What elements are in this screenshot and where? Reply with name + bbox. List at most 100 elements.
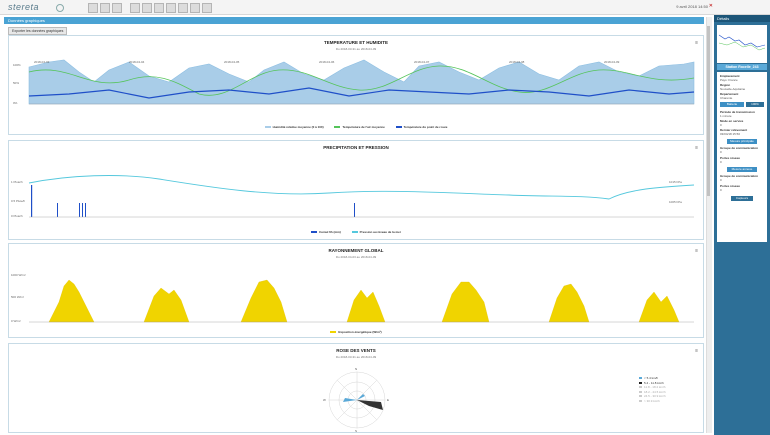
air-temperature-line bbox=[28, 65, 695, 96]
wind-petal bbox=[357, 400, 383, 410]
station-name: Station Rocelle_243 bbox=[717, 64, 767, 70]
alert-icon[interactable] bbox=[142, 3, 152, 13]
humidity-area bbox=[28, 59, 695, 105]
chart-legend: Cumul 6h (mm) Pression au niveau de la m… bbox=[9, 230, 703, 234]
rain-bar bbox=[82, 203, 83, 217]
scrollbar-thumb[interactable] bbox=[707, 26, 710, 196]
rain-bar bbox=[79, 203, 80, 217]
legend-item[interactable]: Température du point de rosée bbox=[395, 125, 447, 129]
rain-bar bbox=[354, 203, 355, 217]
precipitation-plot: 1 Pluie/h 0.5 Pluie/h 0 Pluie/h 1015 hPa… bbox=[11, 175, 695, 218]
datetime: 9 avril 2018 14:50 bbox=[676, 4, 708, 9]
wind-rose-plot: N E S W bbox=[323, 367, 389, 432]
station-details-panel: Emplacement Pays: France Région Nouvelle… bbox=[717, 72, 767, 242]
export-icon[interactable] bbox=[154, 3, 164, 13]
table-icon[interactable] bbox=[130, 3, 140, 13]
legend-item[interactable]: 18.2 - 24.5 km/h bbox=[639, 390, 666, 395]
direction-label: N bbox=[355, 367, 357, 371]
y-tick-label: 1 Pluie/h bbox=[11, 180, 23, 184]
radiation-chart: RAYONNEMENT GLOBAL Du 2018-04-03 au 2018… bbox=[8, 243, 704, 338]
chart-menu-icon[interactable]: ≡ bbox=[695, 40, 698, 46]
tab-graphical-data[interactable]: Données graphiques bbox=[4, 17, 704, 24]
direction-label: W bbox=[323, 398, 326, 402]
y-right-tick-label: 1015 hPa bbox=[669, 180, 682, 184]
chart-title: TEMPERATURE ET HUMIDITE bbox=[324, 40, 388, 45]
chart-menu-icon[interactable]: ≡ bbox=[695, 348, 698, 354]
date-label: 2018-04-09 bbox=[604, 60, 620, 64]
y-tick-label: 50% bbox=[13, 81, 19, 85]
legend-item[interactable]: Température de l'air moyenne bbox=[334, 125, 385, 129]
rain-bar bbox=[57, 203, 58, 217]
chart-legend: Exposition énergétique (W/m²) bbox=[9, 330, 703, 334]
direction-label: E bbox=[387, 398, 389, 402]
legend-item[interactable]: Exposition énergétique (W/m²) bbox=[330, 330, 382, 334]
y-tick-label: 100% bbox=[13, 63, 21, 67]
legend-item[interactable]: Cumul 6h (mm) bbox=[310, 230, 341, 234]
station-preview bbox=[717, 25, 767, 63]
chart-title: RAYONNEMENT GLOBAL bbox=[328, 248, 384, 253]
chart-title: ROSE DES VENTS bbox=[336, 348, 376, 353]
wind-rose-chart: ROSE DES VENTS Du 2018-03-31 au 2018-04-… bbox=[8, 343, 704, 433]
rain-bar bbox=[85, 203, 86, 217]
battery-value: 100% bbox=[746, 102, 764, 107]
chart-icon[interactable] bbox=[112, 3, 122, 13]
y-tick-label: 500 W/m² bbox=[11, 295, 24, 299]
date-label: 2018-04-07 bbox=[414, 60, 430, 64]
app-logo: stereta bbox=[8, 2, 40, 12]
chart-title: PRECIPITATION ET PRESSION bbox=[323, 145, 389, 150]
user-icon[interactable] bbox=[178, 3, 188, 13]
chart-menu-icon[interactable]: ≡ bbox=[695, 145, 698, 151]
legend-item[interactable]: < 5.4 km/h bbox=[639, 376, 666, 381]
legend-item[interactable]: Pression au niveau de la mer bbox=[351, 230, 401, 234]
legend-item[interactable]: 11.8 - 18.2 km/h bbox=[639, 385, 666, 390]
wind-legend: < 5.4 km/h 5.4 - 11.8 km/h 11.8 - 18.2 k… bbox=[639, 376, 666, 403]
logo-icon bbox=[56, 4, 64, 12]
export-button[interactable]: Exporter les données graphiques bbox=[8, 27, 68, 35]
date-label: 2018-04-08 bbox=[509, 60, 525, 64]
radiation-plot: 1000 W/m² 500 W/m² 0 W/m² bbox=[11, 273, 694, 323]
chart-subtitle: Du 2018-03-31 au 2018-04-09 bbox=[335, 47, 377, 51]
top-toolbar: stereta 9 avril 2018 14:50 ✕ bbox=[0, 0, 770, 15]
map-icon[interactable] bbox=[100, 3, 110, 13]
date-label: 2018-04-03 bbox=[34, 60, 50, 64]
home-icon[interactable] bbox=[88, 3, 98, 13]
wind-petal bbox=[357, 394, 365, 400]
close-icon[interactable]: ✕ bbox=[708, 3, 713, 9]
rain-bar bbox=[31, 185, 33, 217]
chart-subtitle: Du 2018-03-31 au 2018-04-09 bbox=[335, 355, 377, 359]
y-tick-label: 0% bbox=[13, 101, 18, 105]
logout-icon[interactable] bbox=[202, 3, 212, 13]
temperature-chart: TEMPERATURE ET HUMIDITE Du 2018-03-31 au… bbox=[8, 35, 704, 135]
y-right-tick-label: 1005 hPa bbox=[669, 200, 682, 204]
legend-item[interactable]: 5.4 - 11.8 km/h bbox=[639, 381, 666, 386]
y-tick-label: 0 W/m² bbox=[11, 319, 21, 323]
battery-badge: Batterie bbox=[720, 102, 744, 107]
date-label: 2018-04-05 bbox=[224, 60, 240, 64]
y-tick-label: 0.5 Pluie/h bbox=[11, 199, 26, 203]
temperature-plot: 100% 50% 0% 2018-04-03 2018-04-04 2018-0… bbox=[13, 59, 695, 105]
sidebar-header: Détails bbox=[714, 15, 770, 22]
dew-point-line bbox=[28, 87, 695, 99]
y-tick-label: 1000 W/m² bbox=[11, 273, 26, 277]
y-tick-label: 0 Pluie/h bbox=[11, 214, 23, 218]
chart-menu-icon[interactable]: ≡ bbox=[695, 248, 698, 254]
pressure-line bbox=[28, 175, 695, 200]
chart-legend: Humidité relative moyenne (0 à 100) Temp… bbox=[9, 125, 703, 129]
radiation-bars bbox=[48, 279, 680, 323]
wind-petal bbox=[343, 398, 357, 402]
sensors-button[interactable]: Capteurs bbox=[731, 196, 753, 201]
chart-subtitle: Du 2018-04-03 au 2018-04-09 bbox=[335, 255, 377, 259]
settings-icon[interactable] bbox=[166, 3, 176, 13]
main-measure-button[interactable]: Mesure principale bbox=[727, 139, 757, 144]
legend-item[interactable]: Humidité relative moyenne (0 à 100) bbox=[264, 125, 324, 129]
annex-measure-button[interactable]: Mesure annexe bbox=[727, 167, 757, 172]
scrollbar[interactable] bbox=[706, 17, 712, 433]
precipitation-chart: PRECIPITATION ET PRESSION ≡ 1 Pluie/h 0.… bbox=[8, 140, 704, 240]
legend-item[interactable]: > 30.9 km/h bbox=[639, 399, 666, 404]
direction-label: S bbox=[355, 429, 357, 432]
date-label: 2018-04-04 bbox=[129, 60, 145, 64]
details-sidebar: Détails Station Rocelle_243 Emplacement … bbox=[714, 15, 770, 435]
legend-item[interactable]: 24.5 - 30.9 km/h bbox=[639, 394, 666, 399]
help-icon[interactable] bbox=[190, 3, 200, 13]
date-label: 2018-04-06 bbox=[319, 60, 335, 64]
